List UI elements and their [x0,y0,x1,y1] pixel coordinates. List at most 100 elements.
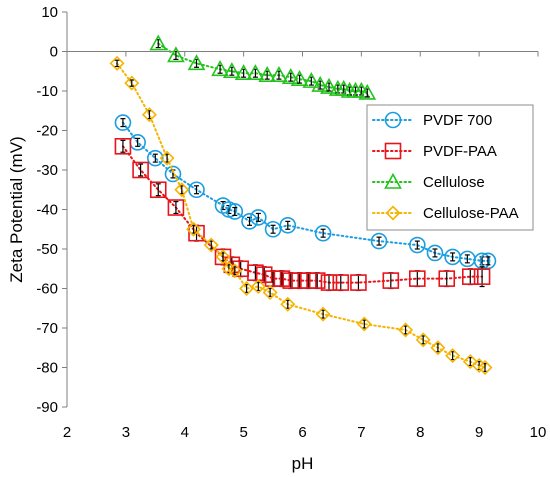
y-tick-label: -10 [36,83,58,100]
y-tick-label: -60 [36,281,58,298]
x-tick-label: 7 [357,424,365,441]
data-point [174,182,190,198]
data-point [167,46,185,63]
series-cellulose-paa [109,55,493,376]
y-tick-label: -50 [36,241,58,258]
data-point [356,316,372,332]
data-point [320,77,338,94]
data-point [250,209,267,226]
data-point [109,55,125,71]
data-point [398,322,414,338]
data-point [315,306,331,322]
data-point [124,75,140,91]
data-point [215,249,231,265]
data-point [415,332,431,348]
data-point [159,150,175,166]
data-point [290,70,309,86]
data-point [291,272,308,289]
data-point [281,68,300,84]
y-tick-label: -20 [36,123,58,140]
axes: 10 0 -10 -20 -30 -40 -50 -60 -70 -80 -90 2 3 4 5 6 7 8 9 10 [36,4,546,441]
data-point [350,274,367,291]
data-point [438,270,456,287]
data-point [239,280,255,297]
y-tick-label: -80 [36,360,58,377]
data-point [149,181,167,199]
data-point [409,236,426,254]
legend-item: PVDF-PAA [372,142,497,160]
data-point [227,263,243,279]
legend-marker [385,205,401,221]
legend: PVDF 700 PVDF-PAA Cellulose Cellulose-PAA [366,104,534,231]
data-point [258,66,277,82]
y-tick-label: -40 [36,202,58,219]
legend-item: Cellulose [372,172,485,191]
x-tick-label: 2 [63,424,71,441]
data-point [226,203,244,220]
data-point [246,64,265,81]
data-point [430,340,446,356]
data-point [462,354,478,370]
legend-label: Cellulose [423,174,485,191]
data-point [280,296,296,312]
data-point [255,266,273,283]
data-point [203,237,219,253]
data-point [114,114,132,131]
data-point [308,272,326,289]
x-tick-label: 6 [298,424,306,441]
data-point [300,272,317,289]
data-point [358,83,377,100]
data-point [247,264,264,282]
y-tick-label: -90 [36,399,58,416]
data-point [409,270,426,287]
data-point [279,217,297,234]
data-point [234,64,253,81]
legend-label: Cellulose-PAA [423,205,519,222]
data-point [370,232,388,250]
data-point [426,244,444,262]
data-point [282,272,300,289]
x-tick-label: 10 [530,424,547,441]
y-tick-label: 10 [41,4,58,21]
data-point [320,274,338,291]
data-point [273,270,291,287]
data-point [167,199,185,216]
x-axis-title: pH [292,454,314,473]
x-tick-label: 3 [122,424,130,441]
series-line [121,121,489,262]
data-point [186,221,202,237]
data-point [382,272,400,289]
legend-label: PVDF 700 [423,112,492,129]
data-point [264,270,282,287]
data-point [473,268,491,285]
x-tick-label: 4 [181,424,189,441]
plot-series [109,34,497,376]
data-point [445,348,461,364]
data-point [311,75,330,92]
data-point [477,359,493,376]
data-point [270,66,288,82]
data-point [164,165,182,183]
y-tick-label: 0 [50,44,58,61]
y-axis-title: Zeta Potential (mV) [7,136,26,282]
data-point [132,161,149,179]
data-point [149,34,168,51]
x-tick-label: 5 [239,424,247,441]
data-point [187,54,206,71]
x-tick-label: 8 [416,424,424,441]
data-point [141,107,157,123]
data-point [211,60,229,77]
data-point [262,284,278,300]
series-pvdf-700 [114,114,497,270]
data-point [114,138,132,155]
legend-marker [384,142,402,160]
data-point [332,274,350,291]
y-tick-label: -70 [36,320,58,337]
data-point [314,224,332,242]
series-cellulose [149,34,377,100]
data-point [302,71,321,88]
data-point [147,149,164,167]
y-tick-label: -30 [36,162,58,179]
x-tick-label: 9 [475,424,483,441]
